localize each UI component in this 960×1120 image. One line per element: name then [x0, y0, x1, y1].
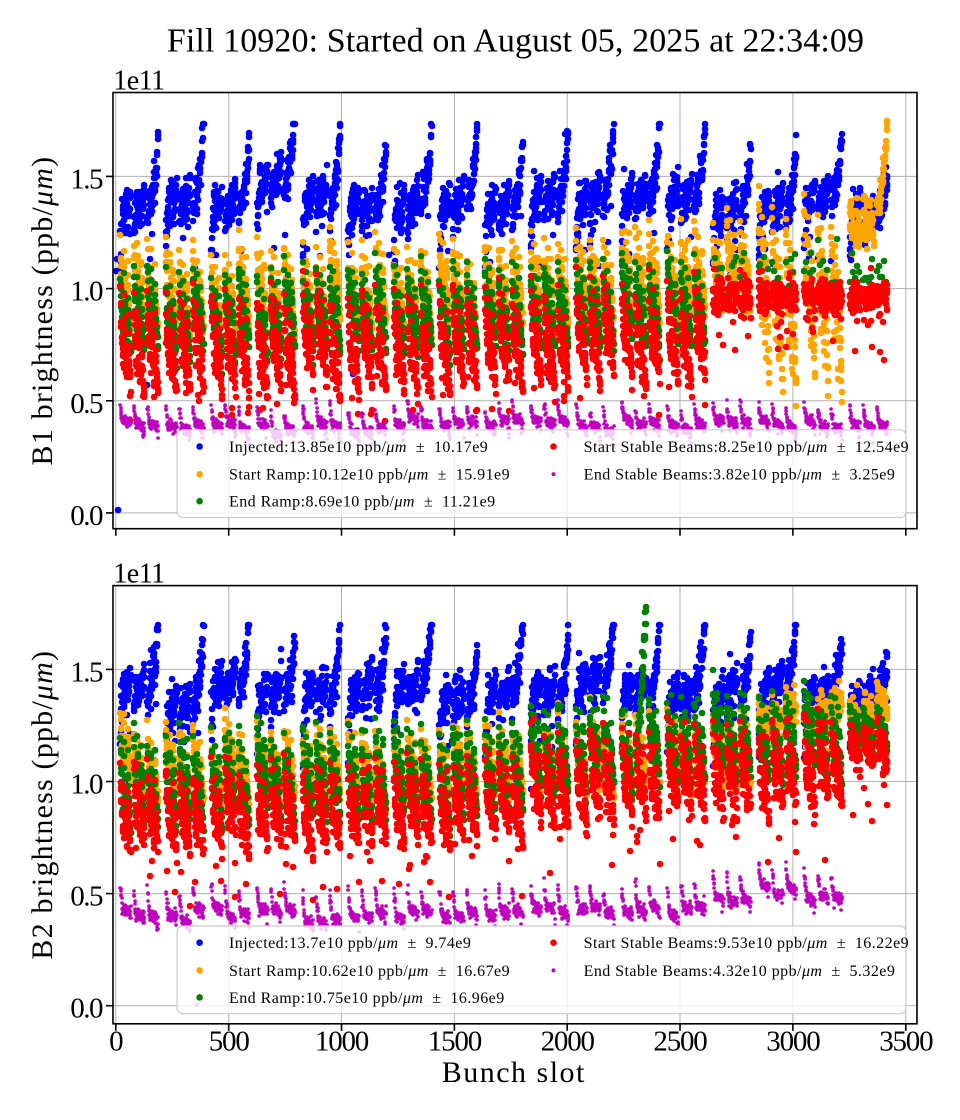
- svg-text:Start Stable Beams:8.25e10 ppb: Start Stable Beams:8.25e10 ppb/μm ± 12.5…: [584, 439, 910, 456]
- svg-text:0.5: 0.5: [70, 388, 103, 420]
- svg-text:Start Ramp:10.62e10 ppb/μm ±: Start Ramp:10.62e10 ppb/μm ± 16.67e9: [229, 963, 510, 980]
- svg-text:End Ramp:8.69e10 ppb/μm ± 11: End Ramp:8.69e10 ppb/μm ± 11.21e9: [229, 494, 496, 511]
- svg-text:1000: 1000: [315, 1026, 369, 1058]
- svg-text:3500: 3500: [879, 1026, 933, 1058]
- svg-text:End Stable Beams:4.32e10 ppb/μ: End Stable Beams:4.32e10 ppb/μm ± 5.32e9: [584, 963, 896, 980]
- svg-text:1.5: 1.5: [70, 656, 103, 688]
- svg-text:Fill 10920: Started on August: Fill 10920: Started on August 05, 2025 a…: [167, 22, 864, 59]
- svg-text:0.0: 0.0: [70, 993, 103, 1025]
- svg-text:1e11: 1e11: [113, 559, 164, 590]
- svg-text:1e11: 1e11: [113, 66, 164, 97]
- svg-text:Bunch slot: Bunch slot: [442, 1056, 586, 1089]
- svg-text:2000: 2000: [541, 1026, 595, 1058]
- svg-text:End Stable Beams:3.82e10 ppb/μ: End Stable Beams:3.82e10 ppb/μm ± 3.25e9: [584, 467, 896, 484]
- svg-text:1.5: 1.5: [70, 163, 103, 195]
- svg-text:1.0: 1.0: [70, 276, 103, 308]
- svg-text:Start Ramp:10.12e10 ppb/μm ±: Start Ramp:10.12e10 ppb/μm ± 15.91e9: [229, 467, 510, 484]
- svg-text:2500: 2500: [653, 1026, 707, 1058]
- svg-text:B1 brightness (ppb/μm): B1 brightness (ppb/μm): [26, 156, 59, 466]
- svg-text:Start Stable Beams:9.53e10 ppb: Start Stable Beams:9.53e10 ppb/μm ± 16.2…: [584, 935, 910, 952]
- svg-text:B2 brightness (ppb/μm): B2 brightness (ppb/μm): [26, 650, 59, 960]
- svg-text:0.5: 0.5: [70, 881, 103, 913]
- svg-text:0.0: 0.0: [70, 500, 103, 532]
- svg-text:500: 500: [209, 1026, 250, 1058]
- svg-text:1.0: 1.0: [70, 769, 103, 801]
- svg-text:End Ramp:10.75e10 ppb/μm ± 1: End Ramp:10.75e10 ppb/μm ± 16.96e9: [229, 990, 505, 1007]
- svg-text:3000: 3000: [766, 1026, 820, 1058]
- svg-text:Injected:13.7e10 ppb/μm ± 9.: Injected:13.7e10 ppb/μm ± 9.74e9: [229, 935, 471, 952]
- svg-text:0: 0: [109, 1026, 123, 1058]
- svg-text:Injected:13.85e10 ppb/μm ± 1: Injected:13.85e10 ppb/μm ± 10.17e9: [229, 439, 488, 456]
- svg-text:1500: 1500: [428, 1026, 482, 1058]
